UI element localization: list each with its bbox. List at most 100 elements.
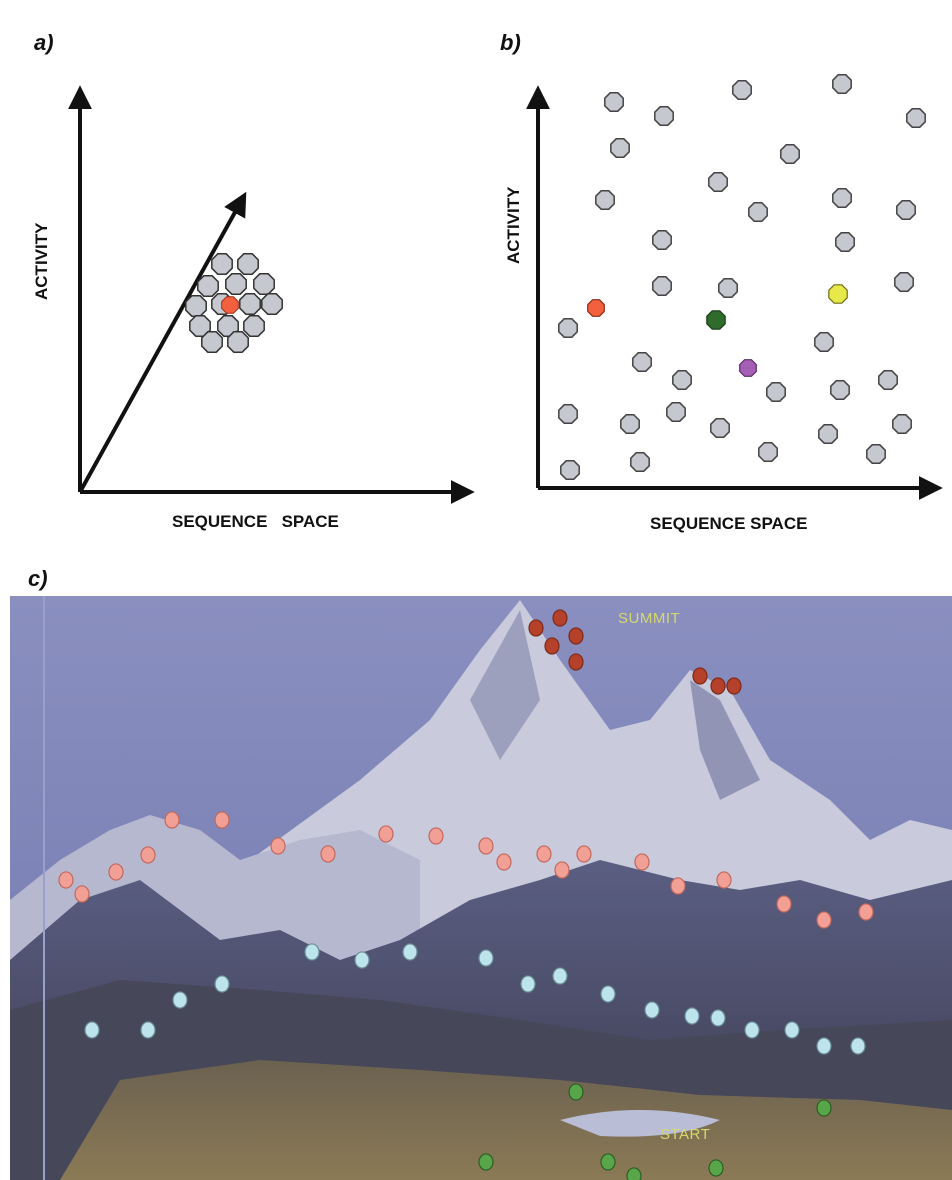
middle-variant-point — [816, 1037, 832, 1055]
panel-b-x-axis-label: SEQUENCE SPACE — [650, 514, 808, 533]
upper-variant-point — [270, 837, 286, 855]
start-variant-point — [816, 1099, 832, 1117]
start-variant-point — [708, 1159, 724, 1177]
upper-variant-point — [554, 861, 570, 879]
upper-variant-point — [496, 853, 512, 871]
panel-a-variant-point — [197, 275, 219, 297]
summit-label: SUMMIT — [618, 610, 681, 627]
middle-variant-point — [784, 1021, 800, 1039]
middle-variant-point — [710, 1009, 726, 1027]
panel-b-variant-point — [558, 318, 578, 338]
start-variant-point — [478, 1153, 494, 1171]
upper-variant-point — [536, 845, 552, 863]
panel-a-x-axis-label: SEQUENCE SPACE — [172, 512, 339, 531]
panel-b-variant-point — [732, 80, 752, 100]
upper-variant-point — [58, 871, 74, 889]
panel-b-variant-point — [560, 460, 580, 480]
summit-variant-point — [692, 667, 708, 685]
panel-b-green-point — [706, 310, 726, 330]
panel-b-variant-point — [814, 332, 834, 352]
panel-b-variant-point — [758, 442, 778, 462]
panel-a-variant-point — [253, 273, 275, 295]
middle-variant-point — [84, 1021, 100, 1039]
panel-a-variant-point — [261, 293, 283, 315]
panel-b-variant-point — [595, 190, 615, 210]
upper-variant-point — [576, 845, 592, 863]
panel-a-variant-point — [227, 331, 249, 353]
upper-variant-point — [776, 895, 792, 913]
middle-variant-point — [172, 991, 188, 1009]
panel-b-variant-point — [766, 382, 786, 402]
middle-variant-point — [354, 951, 370, 969]
panel-b-variant-point — [878, 370, 898, 390]
valley-floor — [60, 1060, 952, 1180]
panel-b-variant-point — [832, 74, 852, 94]
panel-a-variant-point — [243, 315, 265, 337]
middle-variant-point — [214, 975, 230, 993]
panel-b-variant-point — [830, 380, 850, 400]
panel-b-purple-point — [739, 359, 757, 377]
panel-a-trajectory-arrow — [78, 191, 247, 493]
upper-variant-point — [164, 811, 180, 829]
summit-variant-point — [568, 627, 584, 645]
middle-variant-point — [140, 1021, 156, 1039]
panel-a-variant-point — [225, 273, 247, 295]
middle-variant-point — [850, 1037, 866, 1055]
peak-shadow — [690, 680, 760, 800]
summit-variant-point — [710, 677, 726, 695]
upper-variant-point — [108, 863, 124, 881]
middle-variant-point — [600, 985, 616, 1003]
upper-variant-point — [478, 837, 494, 855]
panel-b-variant-point — [630, 452, 650, 472]
panel-b-variant-point — [710, 418, 730, 438]
panel-b-variant-point — [896, 200, 916, 220]
panel-c-label: c) — [28, 566, 48, 591]
panel-b-variant-point — [748, 202, 768, 222]
upper-variant-point — [670, 877, 686, 895]
panel-b-variant-point — [718, 278, 738, 298]
panel-a-variant-point — [239, 293, 261, 315]
upper-variant-point — [378, 825, 394, 843]
upper-variant-point — [428, 827, 444, 845]
start-variant-point — [626, 1167, 642, 1180]
summit-variant-point — [726, 677, 742, 695]
panel-a-label: a) — [34, 30, 54, 55]
panel-b-plot — [526, 74, 943, 500]
panel-b-variant-point — [835, 232, 855, 252]
panel-b-variant-point — [708, 172, 728, 192]
panel-b-variant-point — [832, 188, 852, 208]
upper-variant-point — [816, 911, 832, 929]
panel-b-variant-point — [610, 138, 630, 158]
middle-variant-point — [552, 967, 568, 985]
panel-b-variant-point — [892, 414, 912, 434]
panel-b-variant-point — [652, 230, 672, 250]
panel-b-variant-point — [906, 108, 926, 128]
summit-variant-point — [552, 609, 568, 627]
panel-b-variant-point — [780, 144, 800, 164]
upper-variant-point — [214, 811, 230, 829]
panel-a-variant-point — [189, 315, 211, 337]
middle-variant-point — [744, 1021, 760, 1039]
panel-b-variant-point — [558, 404, 578, 424]
panel-a-plot — [68, 85, 475, 504]
upper-variant-point — [74, 885, 90, 903]
panel-b-variant-point — [818, 424, 838, 444]
panel-a-variant-point — [237, 253, 259, 275]
glacier-lake — [560, 1110, 720, 1137]
start-label: START — [660, 1126, 711, 1143]
panel-b-variant-point — [894, 272, 914, 292]
panel-b-variant-point — [666, 402, 686, 422]
middle-variant-point — [304, 943, 320, 961]
upper-variant-point — [858, 903, 874, 921]
upper-variant-point — [634, 853, 650, 871]
middle-variant-point — [478, 949, 494, 967]
panel-a-parent-point — [221, 296, 239, 314]
panel-b-variant-point — [866, 444, 886, 464]
middle-variant-point — [644, 1001, 660, 1019]
panel-b-red-point — [587, 299, 605, 317]
panel-b-label: b) — [500, 30, 521, 55]
start-variant-point — [600, 1153, 616, 1171]
panel-a-variant-point — [201, 331, 223, 353]
